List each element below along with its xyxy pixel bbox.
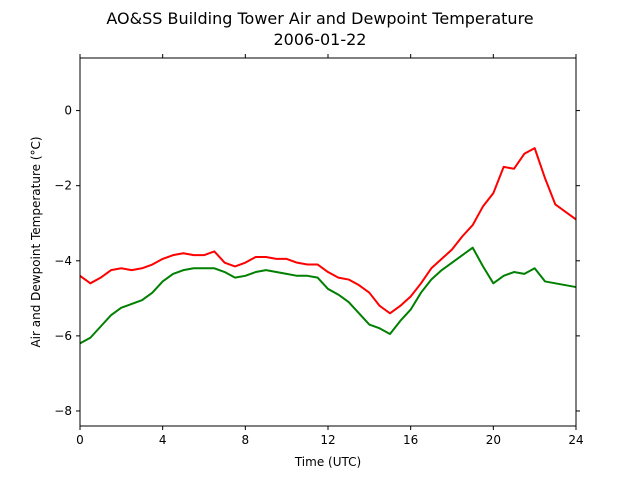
plot-area-frame — [79, 57, 577, 427]
x-tick-label: 20 — [486, 433, 501, 447]
x-tick-label: 24 — [568, 433, 583, 447]
y-tick-label: 0 — [64, 104, 72, 118]
series-line-2 — [79, 246, 577, 345]
plot-lines — [79, 147, 577, 345]
y-tick-label: −4 — [54, 254, 72, 268]
ticks: 0 4 8 12 16 20 24 −8 −6 −4 −2 0 — [54, 54, 584, 447]
series-line-1 — [79, 147, 577, 315]
x-tick-label: 12 — [320, 433, 335, 447]
y-axis-label: Air and Dewpoint Temperature (°C) — [29, 136, 43, 347]
x-tick-label: 0 — [76, 433, 84, 447]
chart-subtitle: 2006-01-22 — [274, 30, 367, 49]
y-tick-label: −6 — [54, 329, 72, 343]
x-tick-label: 4 — [159, 433, 167, 447]
x-tick-label: 16 — [403, 433, 418, 447]
y-tick-label: −8 — [54, 404, 72, 418]
x-tick-label: 8 — [242, 433, 250, 447]
y-tick-label: −2 — [54, 179, 72, 193]
x-axis-label: Time (UTC) — [294, 455, 361, 469]
chart-title: AO&SS Building Tower Air and Dewpoint Te… — [106, 9, 533, 28]
